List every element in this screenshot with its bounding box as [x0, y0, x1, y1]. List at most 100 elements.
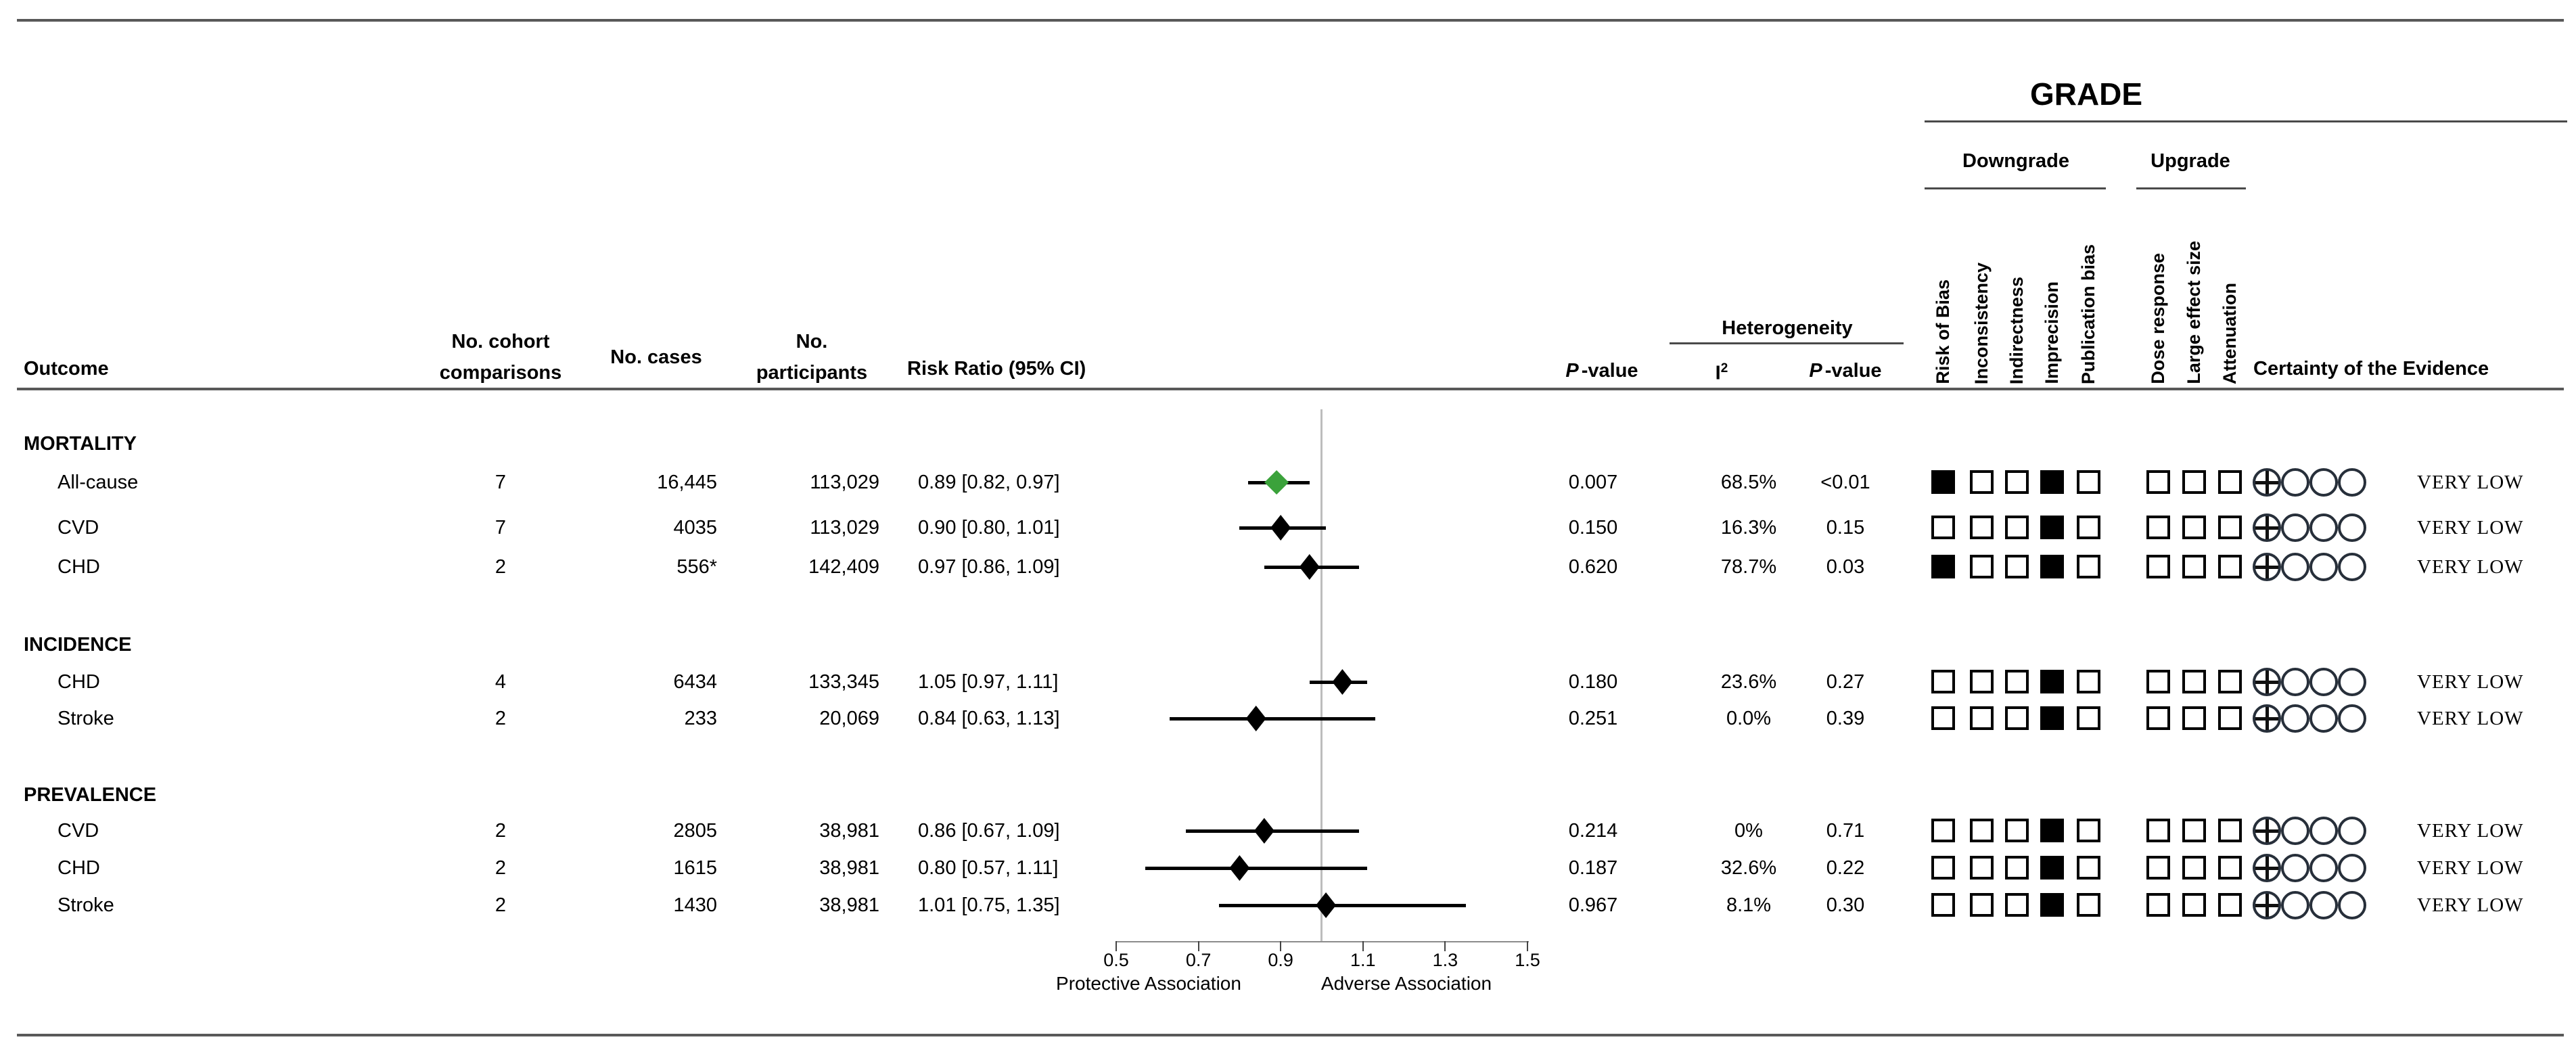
outcome-cell: CVD: [58, 820, 99, 842]
cohort-count-cell: 7: [495, 517, 507, 539]
table-row: CHD 4 6434 133,345 1.05 [0.97, 1.11] 0.180 23.…: [0, 667, 2576, 697]
certainty-label: VERY LOW: [2417, 857, 2524, 879]
grade-upgrade-checkbox: [2218, 516, 2242, 539]
i2-cell: 0.0%: [1726, 708, 1772, 729]
grade-downgrade-checkbox: [2040, 893, 2064, 917]
cohort-count-cell: 7: [495, 472, 507, 493]
grade-upgrade-checkbox: [2218, 893, 2242, 917]
grade-downgrade-checkbox: [1970, 516, 1994, 539]
certainty-empty-circle-icon: [2281, 854, 2309, 882]
diamond-marker: [1264, 470, 1289, 495]
certainty-empty-circle-icon: [2338, 668, 2366, 696]
grade-upgrade-checkbox: [2146, 819, 2170, 842]
certainty-empty-circle-icon: [2338, 854, 2366, 882]
downgrade-label: Downgrade: [1962, 150, 2069, 172]
grade-upgrade-checkbox: [2146, 516, 2170, 539]
certainty-plus-circle-icon: [2253, 854, 2281, 882]
grade-underline: [1925, 120, 2567, 122]
i2-cell: 78.7%: [1720, 556, 1777, 578]
p-value-cell: 0.620: [1568, 556, 1618, 578]
p-value-cell: 0.214: [1568, 820, 1618, 842]
p-value-cell: 0.251: [1568, 708, 1618, 729]
grade-upgrade-checkbox: [2218, 670, 2242, 693]
grade-downgrade-checkbox: [1931, 470, 1955, 494]
participants-cell: 38,981: [819, 857, 879, 879]
cohort-count-cell: 2: [495, 820, 507, 842]
certainty-label: VERY LOW: [2417, 820, 2524, 842]
certainty-empty-circle-icon: [2338, 513, 2366, 542]
i2-header: I2: [1688, 357, 1755, 386]
table-row: CVD 7 4035 113,029 0.90 [0.80, 1.01] 0.150 16.…: [0, 513, 2576, 543]
x-axis-tick: [1362, 941, 1364, 951]
x-axis-tick-label: 1.5: [1515, 950, 1540, 970]
grade-downgrade-checkbox: [2077, 706, 2100, 730]
grade-upgrade-checkbox: [2146, 670, 2170, 693]
participants-cell: 20,069: [819, 708, 879, 729]
x-axis-tick: [1116, 941, 1117, 951]
grade-upgrade-checkbox: [2182, 856, 2206, 880]
cohort-count-cell: 2: [495, 556, 507, 578]
cohort-count-cell: 2: [495, 708, 507, 729]
diamond-marker: [1332, 669, 1353, 695]
certainty-empty-circle-icon: [2309, 817, 2338, 845]
diamond-marker: [1299, 554, 1320, 580]
grade-upgrade-checkbox: [2182, 893, 2206, 917]
grade-upgrade-checkbox: [2182, 516, 2206, 539]
certainty-empty-circle-icon: [2338, 817, 2366, 845]
grade-downgrade-checkbox: [1931, 670, 1955, 693]
certainty-label: VERY LOW: [2417, 472, 2524, 493]
grade-downgrade-checkbox: [2040, 670, 2064, 693]
p-value-cell: 0.187: [1568, 857, 1618, 879]
certainty-empty-circle-icon: [2281, 553, 2309, 581]
grade-downgrade-checkbox: [1970, 893, 1994, 917]
grade-downgrade-checkbox: [2077, 819, 2100, 842]
p-value-header: P -value: [1546, 359, 1658, 383]
certainty-label: VERY LOW: [2417, 671, 2524, 693]
grade-upgrade-checkbox: [2218, 555, 2242, 578]
certainty-empty-circle-icon: [2338, 891, 2366, 919]
outcome-cell: CHD: [58, 556, 100, 578]
section-header-mortality: MORTALITY: [0, 429, 2576, 459]
grade-downgrade-checkbox: [2040, 516, 2064, 539]
risk-ratio-cell: 1.05 [0.97, 1.11]: [918, 671, 1059, 693]
section-label: INCIDENCE: [24, 634, 132, 656]
grade-downgrade-checkbox: [1970, 819, 1994, 842]
participants-cell: 113,029: [810, 472, 879, 493]
grade-downgrade-checkbox: [2005, 819, 2029, 842]
certainty-empty-circle-icon: [2309, 668, 2338, 696]
cases-header: No. cases: [610, 346, 702, 368]
participants-cell: 38,981: [819, 894, 879, 916]
certainty-empty-circle-icon: [2309, 704, 2338, 733]
certainty-plus-circle-icon: [2253, 553, 2281, 581]
cohort-count-cell: 2: [495, 857, 507, 879]
i2-cell: 0%: [1734, 820, 1763, 842]
grade-upgrade-checkbox: [2218, 856, 2242, 880]
x-axis-tick: [1280, 941, 1282, 951]
section-header-incidence: INCIDENCE: [0, 630, 2576, 660]
grade-upgrade-checkbox: [2146, 555, 2170, 578]
het-p-value-header: P -value: [1789, 359, 1902, 383]
grade-downgrade-checkbox: [2040, 470, 2064, 494]
cases-cell: 6434: [673, 671, 717, 693]
x-axis-tick: [1444, 941, 1446, 951]
certainty-empty-circle-icon: [2309, 854, 2338, 882]
table-row: CHD 2 1615 38,981 0.80 [0.57, 1.11] 0.187 32.6…: [0, 853, 2576, 883]
certainty-empty-circle-icon: [2309, 891, 2338, 919]
het-p-cell: 0.03: [1826, 556, 1865, 578]
het-p-cell: 0.27: [1826, 671, 1865, 693]
i2-cell: 8.1%: [1726, 894, 1772, 916]
certainty-plus-circle-icon: [2253, 704, 2281, 733]
x-axis-tick: [1527, 941, 1528, 951]
grade-upgrade-checkbox: [2146, 856, 2170, 880]
cases-cell: 2805: [673, 820, 717, 842]
certainty-label: VERY LOW: [2417, 894, 2524, 916]
table-row: Stroke 2 233 20,069 0.84 [0.63, 1.13] 0.251 0.…: [0, 704, 2576, 733]
grade-downgrade-checkbox: [1931, 819, 1955, 842]
certainty-empty-circle-icon: [2281, 513, 2309, 542]
het-p-cell: 0.39: [1826, 708, 1865, 729]
certainty-empty-circle-icon: [2309, 513, 2338, 542]
grade-upgrade-checkbox: [2182, 555, 2206, 578]
cases-cell: 556*: [676, 556, 717, 578]
grade-downgrade-checkbox: [2040, 856, 2064, 880]
grade-downgrade-checkbox: [1931, 856, 1955, 880]
